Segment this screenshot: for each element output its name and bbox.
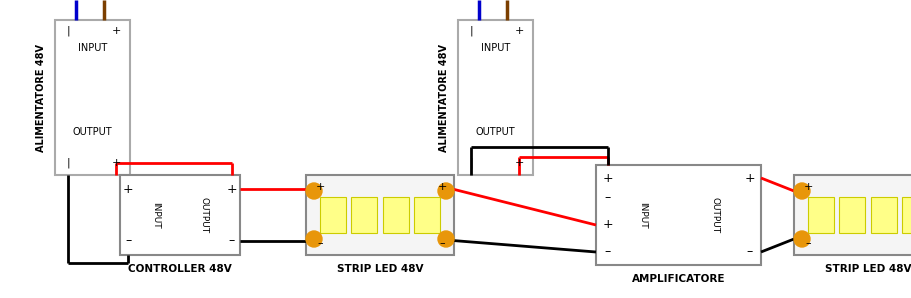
- Text: –: –: [229, 234, 234, 247]
- Bar: [838, 197, 865, 233]
- Text: +: +: [803, 182, 812, 192]
- Text: ALIMENTATORE 48V: ALIMENTATORE 48V: [36, 44, 46, 151]
- Bar: [596, 165, 760, 265]
- Text: OUTPUT: OUTPUT: [200, 197, 209, 233]
- Circle shape: [793, 231, 809, 247]
- Text: STRIP LED 48V: STRIP LED 48V: [336, 264, 423, 274]
- Text: INPUT: INPUT: [637, 202, 646, 228]
- Text: OUTPUT: OUTPUT: [710, 197, 719, 233]
- Text: +: +: [112, 158, 121, 167]
- Bar: [383, 197, 408, 233]
- Text: –: –: [745, 246, 752, 258]
- Text: +: +: [226, 183, 237, 196]
- Text: –: –: [125, 234, 131, 247]
- Text: +: +: [123, 183, 134, 196]
- Bar: [870, 197, 896, 233]
- Bar: [120, 175, 240, 255]
- Text: |: |: [67, 157, 70, 168]
- Text: |: |: [469, 26, 473, 36]
- Bar: [793, 175, 911, 255]
- Text: –: –: [604, 246, 610, 258]
- Text: –: –: [604, 192, 610, 204]
- Text: +: +: [743, 172, 754, 184]
- Circle shape: [437, 231, 454, 247]
- Text: +: +: [437, 182, 446, 192]
- Circle shape: [437, 183, 454, 199]
- Text: AMPLIFICATORE: AMPLIFICATORE: [631, 274, 724, 284]
- Text: |: |: [469, 157, 473, 168]
- Text: +: +: [514, 158, 524, 167]
- Circle shape: [793, 183, 809, 199]
- Bar: [351, 197, 377, 233]
- Text: OUTPUT: OUTPUT: [476, 127, 515, 136]
- Text: INPUT: INPUT: [151, 202, 160, 228]
- Text: ALIMENTATORE 48V: ALIMENTATORE 48V: [438, 44, 448, 151]
- Bar: [319, 197, 345, 233]
- Text: –: –: [804, 238, 810, 248]
- Bar: [457, 20, 532, 175]
- Text: |: |: [67, 26, 70, 36]
- Bar: [901, 197, 911, 233]
- Circle shape: [306, 231, 322, 247]
- Text: INPUT: INPUT: [480, 43, 509, 53]
- Text: –: –: [317, 238, 322, 248]
- Text: +: +: [601, 172, 612, 184]
- Text: +: +: [514, 26, 524, 36]
- Text: –: –: [439, 238, 445, 248]
- Bar: [306, 175, 454, 255]
- Bar: [414, 197, 440, 233]
- Text: STRIP LED 48V: STRIP LED 48V: [824, 264, 910, 274]
- Text: +: +: [315, 182, 324, 192]
- Text: +: +: [601, 218, 612, 232]
- Text: OUTPUT: OUTPUT: [73, 127, 112, 136]
- Bar: [55, 20, 130, 175]
- Text: CONTROLLER 48V: CONTROLLER 48V: [128, 264, 231, 274]
- Circle shape: [306, 183, 322, 199]
- Text: +: +: [112, 26, 121, 36]
- Text: INPUT: INPUT: [77, 43, 107, 53]
- Bar: [807, 197, 833, 233]
